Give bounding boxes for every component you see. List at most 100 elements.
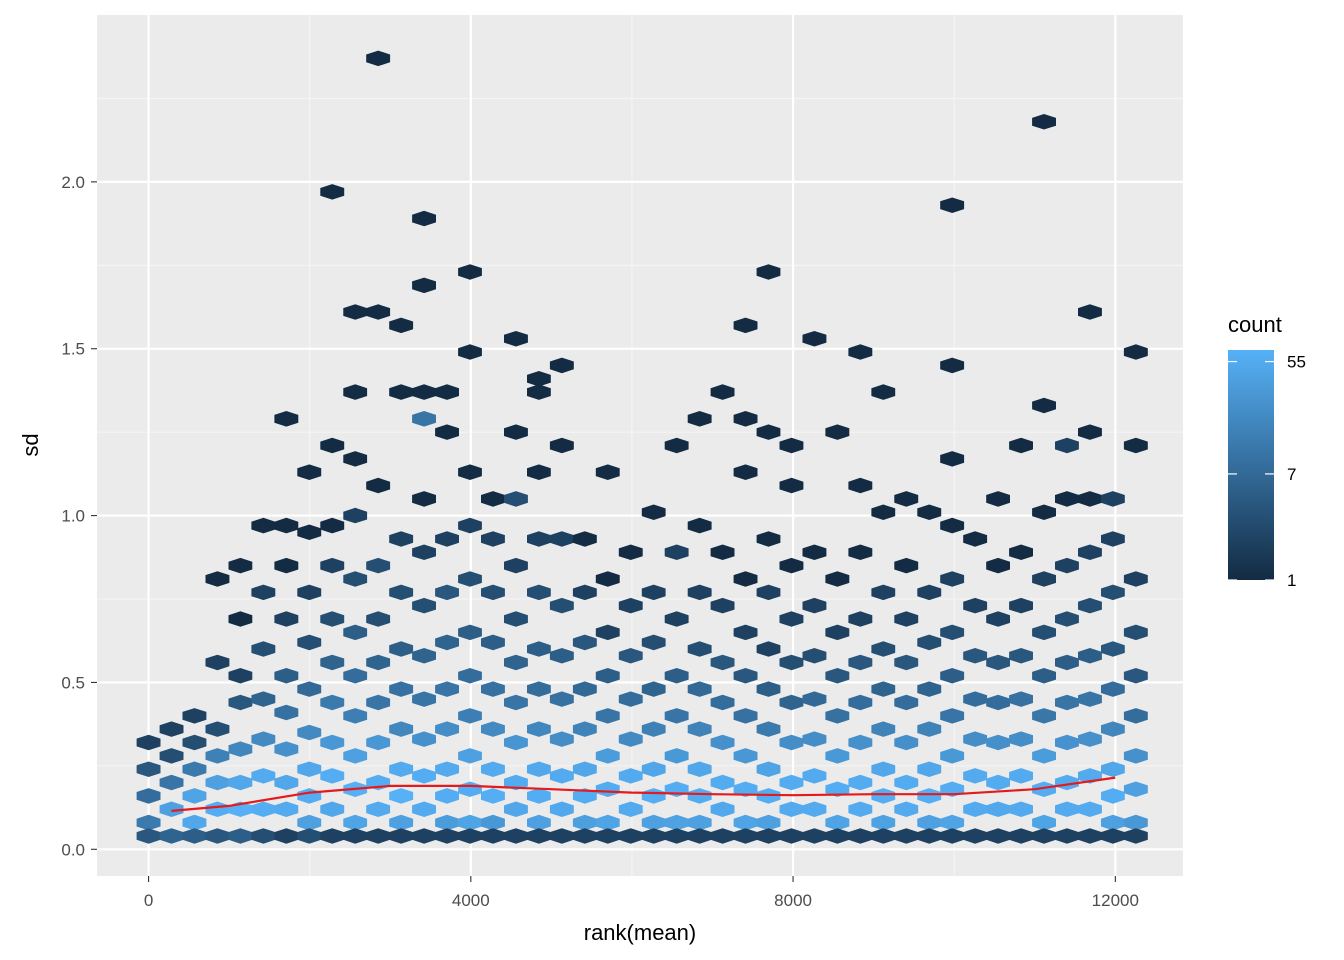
hexbin-cell xyxy=(894,694,919,711)
hexbin-cell xyxy=(504,694,528,711)
hexbin-cell xyxy=(549,801,574,817)
hexbin-cell xyxy=(343,571,368,587)
hexbin-cell xyxy=(595,781,620,797)
hexbin-cell xyxy=(228,668,253,684)
hexbin-cell xyxy=(412,544,436,560)
hexbin-cell xyxy=(848,477,873,494)
hexbin-cell xyxy=(136,814,161,831)
y-axis-title: sd xyxy=(18,433,43,456)
hexbin-cell xyxy=(687,721,712,737)
hexbin-cell xyxy=(687,681,712,697)
hexbin-cell xyxy=(710,694,735,711)
hexbin-cell xyxy=(412,411,436,427)
hexbin-cell xyxy=(527,761,551,777)
hexbin-cell xyxy=(917,761,942,777)
hexbin-cell xyxy=(366,304,391,320)
hexbin-cell xyxy=(1009,828,1033,844)
hexbin-cell xyxy=(389,641,414,657)
hexbin-cell xyxy=(871,641,896,657)
plot-panel xyxy=(97,15,1183,876)
hexbin-cell xyxy=(894,557,919,574)
hexbin-cell xyxy=(779,734,804,751)
legend-colorbar xyxy=(1228,350,1274,580)
hexbin-cell xyxy=(710,384,735,400)
hexbin-cell xyxy=(458,814,482,831)
hexbin-cell xyxy=(1032,781,1056,797)
hexbin-cell xyxy=(733,317,758,334)
hexbin-cell xyxy=(1123,624,1148,641)
hexbin-cell xyxy=(1123,708,1148,724)
hexbin-cell xyxy=(251,517,276,534)
hexbin-cell xyxy=(458,748,482,764)
hexbin-cell xyxy=(664,544,689,560)
hexbin-cell xyxy=(389,814,414,831)
hexbin-cell xyxy=(527,464,551,480)
hexbin-cell xyxy=(756,531,781,547)
hexbin-cell xyxy=(1123,344,1148,360)
hexbin-cell xyxy=(228,828,253,844)
hexbin-cell xyxy=(1078,828,1102,844)
hexbin-cell xyxy=(825,624,850,641)
hexbin-cell xyxy=(986,774,1010,791)
hexbin-cell xyxy=(871,788,896,804)
hexbin-cell xyxy=(825,748,850,764)
hexbin-cell xyxy=(1123,781,1148,797)
hexbin-cell xyxy=(595,668,620,684)
hexbin-cell xyxy=(802,544,827,560)
legend: count 55 7 1 xyxy=(1228,312,1306,590)
hexbin-cell xyxy=(963,597,988,614)
hexbin-cell xyxy=(687,584,712,601)
hexbin-cell xyxy=(572,721,597,737)
hexbin-cell xyxy=(228,694,253,711)
hexbin-cell xyxy=(182,814,207,831)
hexbin-cell xyxy=(848,654,873,671)
hexbin-cell xyxy=(228,741,253,757)
hexbin-cell xyxy=(986,801,1010,817)
hexbin-cell xyxy=(549,437,574,454)
hexbin-cell xyxy=(320,517,345,534)
hexbin-cell xyxy=(710,774,735,791)
hexbin-cell xyxy=(664,828,689,844)
hexbin-cell xyxy=(871,828,896,844)
hexbin-cell xyxy=(343,624,368,641)
hexbin-cell xyxy=(572,531,597,547)
hexbin-cell xyxy=(940,828,965,844)
hexbin-cell xyxy=(320,734,345,751)
grid-minor xyxy=(97,15,1183,876)
hexbin-cell xyxy=(251,828,276,844)
hexbin-cell xyxy=(940,814,965,831)
hexbin-cell xyxy=(779,557,804,574)
hexbin-cell xyxy=(504,828,528,844)
hexbin-cell xyxy=(756,761,781,777)
hexbin-cell xyxy=(343,507,368,524)
hexbin-cell xyxy=(389,384,414,400)
hexbin-cell xyxy=(549,828,574,844)
hexbin-cell xyxy=(251,768,276,784)
hexbin-cell xyxy=(687,517,712,534)
hexbin-cell xyxy=(527,788,551,804)
hexbin-cell xyxy=(435,788,459,804)
hexbin-cell xyxy=(320,828,345,844)
hexbin-cell xyxy=(435,424,459,440)
hexbin-cell xyxy=(1101,641,1125,657)
hexbin-cell xyxy=(366,50,391,67)
hexbin-cell xyxy=(1101,491,1125,507)
hexbin-cell xyxy=(733,464,758,480)
hexbin-cell xyxy=(687,761,712,777)
hexbin-cell xyxy=(343,451,368,467)
legend-label: 55 xyxy=(1287,353,1306,372)
hexbin-cell xyxy=(940,451,965,467)
hexbin-cell xyxy=(481,828,505,844)
hexbin-cell xyxy=(458,828,482,844)
hexbin-cell xyxy=(481,814,505,831)
hexbin-cell xyxy=(848,544,873,560)
hexbin-cell xyxy=(159,801,184,817)
hexbin-cell xyxy=(182,828,207,844)
hexbin-cell xyxy=(963,648,988,664)
hexbin-cell xyxy=(412,597,436,614)
hexbin-cell xyxy=(412,210,436,227)
hexbin-cell xyxy=(894,491,919,507)
hexbin-cell xyxy=(159,748,184,764)
hexbin-cell xyxy=(412,801,436,817)
hexbin-cell xyxy=(802,648,827,664)
